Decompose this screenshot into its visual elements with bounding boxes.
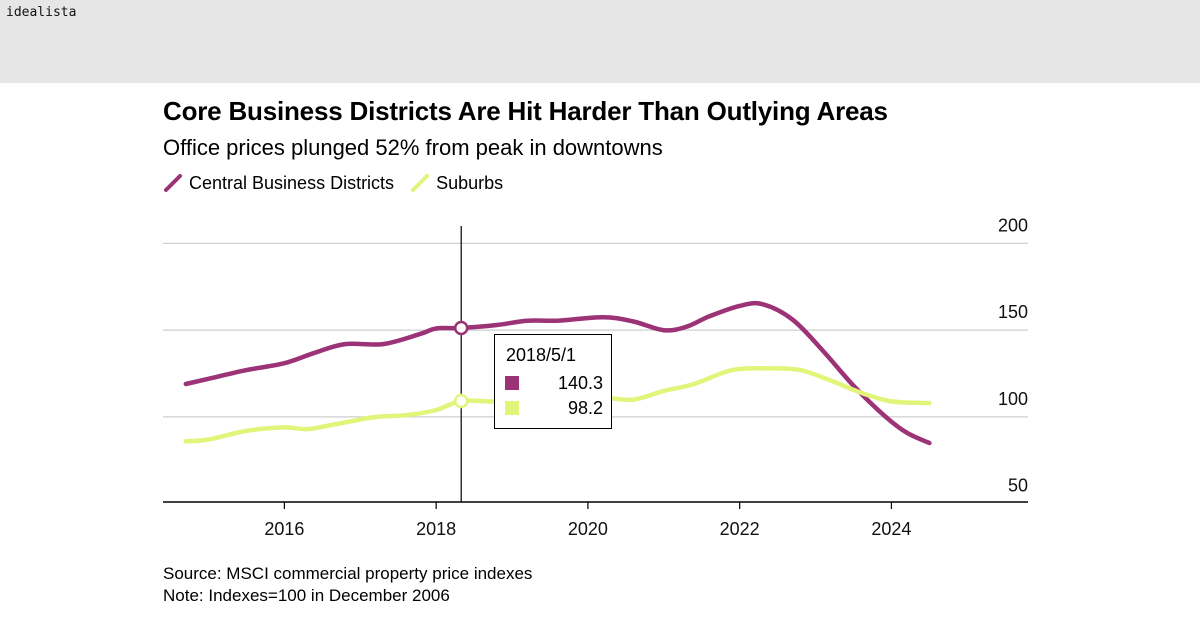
source-note: Source: MSCI commercial property price i…: [163, 564, 533, 583]
legend-line-cbd: [164, 174, 182, 192]
tooltip-value-suburbs: 98.2: [567, 397, 603, 418]
crosshair-markers: [453, 320, 469, 409]
hover-tooltip: 2018/5/1 140.3 98.2: [494, 334, 612, 429]
index-note: Note: Indexes=100 in December 2006: [163, 586, 450, 605]
tooltip-swatch-suburbs-icon: [505, 401, 519, 415]
legend-swatch-cbd-icon: [164, 174, 182, 192]
series-line-central-business-districts: [183, 300, 932, 446]
y-tick-label-150: 150: [998, 302, 1028, 322]
chart-subtitle: Office prices plunged 52% from peak in d…: [163, 135, 663, 160]
chart-footer: Source: MSCI commercial property price i…: [163, 563, 532, 607]
tooltip-row-cbd: 140.3: [505, 372, 603, 394]
y-tick-label-50: 50: [1008, 476, 1028, 496]
top-banner: idealista: [0, 0, 1200, 83]
x-tick-label-2024: 2024: [871, 519, 911, 539]
legend-label-cbd: Central Business Districts: [189, 172, 395, 193]
tooltip-value-cbd: 140.3: [557, 372, 603, 393]
tooltip-swatch-cbd-icon: [505, 376, 519, 390]
chart-legend: Central Business Districts Suburbs: [163, 172, 519, 194]
legend-swatch-suburbs-icon: [411, 174, 430, 192]
x-tick-label-2016: 2016: [264, 519, 304, 539]
legend-label-suburbs: Suburbs: [436, 172, 504, 193]
x-tick-label-2020: 2020: [568, 519, 608, 539]
brand-name: idealista: [6, 5, 77, 20]
x-tick-label-2022: 2022: [720, 519, 760, 539]
tooltip-row-suburbs: 98.2: [505, 397, 603, 419]
y-tick-label-100: 100: [998, 389, 1028, 409]
legend-line-suburbs: [411, 174, 430, 192]
crosshair-marker-central-business-districts: [453, 320, 469, 336]
x-axis: 2016 2018 2020 2022 2024: [163, 501, 1028, 539]
chart-title: Core Business Districts Are Hit Harder T…: [163, 96, 888, 126]
tooltip-date: 2018/5/1: [506, 345, 577, 365]
x-tick-label-2018: 2018: [416, 519, 456, 539]
legend-item-central-business-districts: Central Business Districts: [163, 173, 394, 194]
y-tick-label-200: 200: [998, 215, 1028, 235]
legend-item-suburbs: Suburbs: [410, 173, 503, 194]
crosshair-marker-suburbs: [453, 393, 469, 409]
